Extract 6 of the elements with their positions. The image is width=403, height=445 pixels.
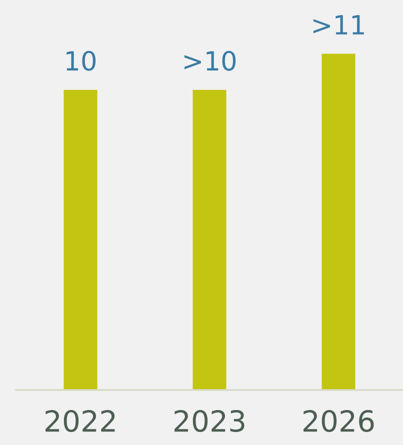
- x-tick-label: 2026: [304, 410, 374, 432]
- data-label: >10: [184, 50, 236, 71]
- data-label: >11: [313, 15, 364, 34]
- x-tick-label: 2023: [174, 410, 244, 432]
- x-tick-label: 2022: [46, 410, 115, 432]
- data-label: 10: [66, 50, 96, 71]
